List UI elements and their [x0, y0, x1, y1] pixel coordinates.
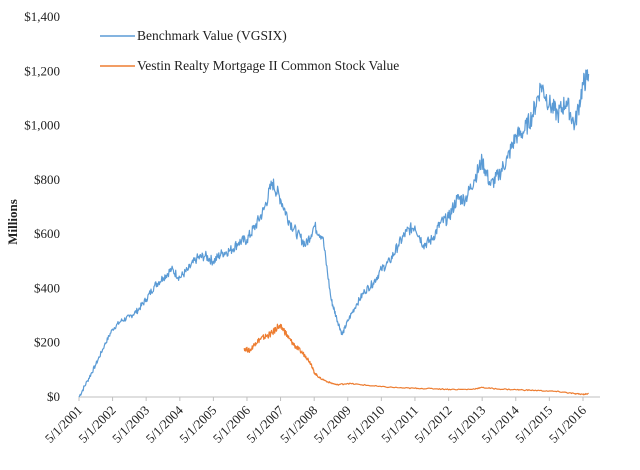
y-tick-label: $0: [47, 389, 60, 404]
y-tick-label: $800: [34, 172, 60, 187]
x-tick-label: 5/1/2010: [344, 403, 387, 446]
legend-label: Vestin Realty Mortgage II Common Stock V…: [137, 58, 399, 73]
y-axis-label: Millions: [5, 199, 20, 245]
series-line-benchmark: [78, 69, 590, 398]
legend: Benchmark Value (VGSIX) Vestin Realty Mor…: [100, 28, 399, 73]
y-tick-label: $1,400: [24, 9, 60, 24]
y-tick-label: $1,000: [24, 118, 60, 133]
y-axis: $0 $200 $400 $600 $800 $1,000 $1,200 $1,400: [24, 9, 60, 404]
x-axis: 5/1/20015/1/20025/1/20035/1/20045/1/2005…: [42, 396, 600, 446]
y-tick-label: $400: [34, 280, 60, 295]
x-tick-label: 5/1/2016: [546, 402, 590, 446]
y-tick-label: $600: [34, 226, 60, 241]
series-lines: [78, 69, 590, 398]
series-line-vestin: [243, 323, 589, 396]
y-tick-label: $200: [34, 335, 60, 350]
legend-label: Benchmark Value (VGSIX): [137, 28, 287, 43]
y-tick-label: $1,200: [24, 63, 60, 78]
